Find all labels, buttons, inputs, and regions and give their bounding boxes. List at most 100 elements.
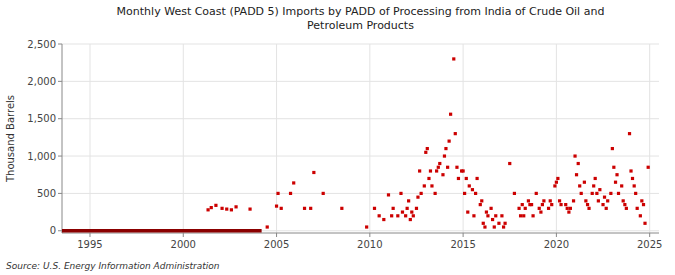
grid-line-y <box>62 44 659 45</box>
point <box>639 214 642 217</box>
point <box>636 207 639 210</box>
point <box>628 132 631 135</box>
point <box>444 147 447 150</box>
point <box>480 199 483 202</box>
y-tick-label: 500 <box>37 188 56 199</box>
point <box>373 207 376 210</box>
point <box>266 225 269 228</box>
point <box>466 210 469 213</box>
point <box>468 184 471 187</box>
x-axis-line <box>62 233 659 234</box>
point <box>234 205 237 208</box>
point <box>569 207 572 210</box>
x-tick <box>183 233 184 237</box>
point <box>614 181 617 184</box>
grid-line-x <box>463 44 464 233</box>
point <box>429 169 432 172</box>
point <box>404 214 407 217</box>
point <box>424 151 427 154</box>
point <box>441 173 444 176</box>
point <box>572 199 575 202</box>
point <box>340 207 343 210</box>
point <box>486 214 489 217</box>
point <box>463 192 466 195</box>
point <box>410 210 413 213</box>
point <box>503 222 506 225</box>
chart: 05001,0001,5002,0002,5001995200020052010… <box>0 0 675 275</box>
title-line: Petroleum Products <box>307 19 414 32</box>
point <box>615 173 618 176</box>
point <box>210 206 213 209</box>
x-tick <box>463 233 464 237</box>
point <box>513 192 516 195</box>
point <box>629 169 632 172</box>
point <box>493 225 496 228</box>
title: Monthly West Coast (PADD 5) Imports by P… <box>117 5 605 32</box>
grid-line-y <box>62 230 659 231</box>
point <box>418 169 421 172</box>
x-tick <box>556 233 557 237</box>
point <box>483 225 486 228</box>
point <box>494 214 497 217</box>
point <box>392 207 395 210</box>
x-tick-label: 2015 <box>450 239 475 250</box>
point <box>642 203 645 206</box>
point <box>420 192 423 195</box>
point <box>214 204 217 207</box>
point <box>558 199 561 202</box>
x-tick <box>89 233 90 237</box>
point <box>584 199 587 202</box>
point <box>586 203 589 206</box>
point <box>559 203 562 206</box>
point <box>471 188 474 191</box>
x-tick-label: 2010 <box>357 239 382 250</box>
x-tick-label: 1995 <box>77 239 102 250</box>
point <box>640 199 643 202</box>
grid-line-x <box>183 44 184 233</box>
point <box>390 214 393 217</box>
point <box>631 177 634 180</box>
x-tick-label: 2025 <box>637 239 662 250</box>
y-tick-label: 1,000 <box>27 151 56 162</box>
point <box>531 214 534 217</box>
point <box>443 154 446 157</box>
point <box>580 192 583 195</box>
grid-line-x <box>649 44 650 233</box>
y-tick-label: 2,500 <box>27 39 56 50</box>
x-tick <box>369 233 370 237</box>
zero-line <box>62 229 262 233</box>
point <box>547 207 550 210</box>
point <box>566 207 569 210</box>
point <box>625 207 628 210</box>
point <box>462 169 465 172</box>
point <box>415 207 418 210</box>
plot-area <box>62 57 650 230</box>
y-tick <box>58 193 62 194</box>
point <box>633 184 636 187</box>
point <box>430 184 433 187</box>
y-tick-label: 2,000 <box>27 76 56 87</box>
point <box>634 192 637 195</box>
point <box>455 166 458 169</box>
point <box>220 207 223 210</box>
point <box>502 225 505 228</box>
grid-line-y <box>62 156 659 157</box>
point <box>474 192 477 195</box>
point <box>497 222 500 225</box>
source-note: Source: U.S. Energy Information Administ… <box>6 261 220 271</box>
point <box>524 207 527 210</box>
point <box>538 207 541 210</box>
point <box>598 188 601 191</box>
point <box>449 113 452 116</box>
point <box>427 177 430 180</box>
point <box>387 193 390 196</box>
point <box>396 214 399 217</box>
y-tick <box>58 44 62 45</box>
point <box>578 184 581 187</box>
y-tick <box>58 81 62 82</box>
scatter-points <box>206 57 649 228</box>
point <box>435 169 438 172</box>
point <box>225 207 228 210</box>
point <box>592 184 595 187</box>
y-tick-label: 1,500 <box>27 113 56 124</box>
